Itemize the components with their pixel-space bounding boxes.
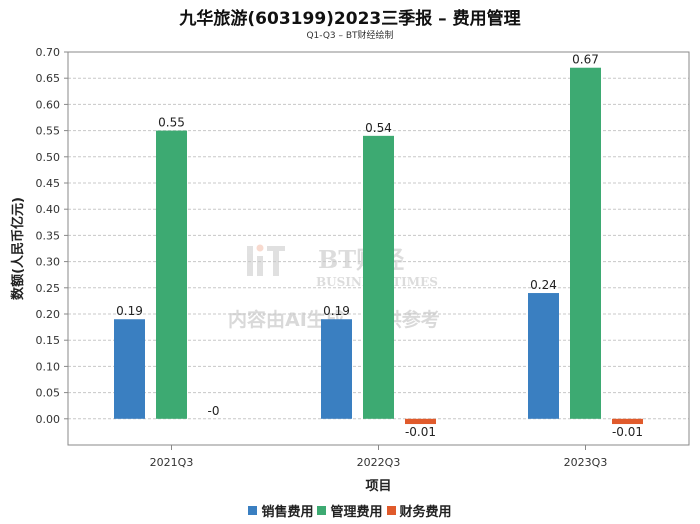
y-tick-label: 0.30 [36,256,61,269]
bar-chart: BT财经 BUSINESS TIMES 内容由AI生成，仅供参考 0.190.5… [10,46,690,494]
bar [321,319,352,419]
y-axis-label: 数额(人民币亿元) [10,197,26,300]
legend-item: 销售费用 [248,501,313,520]
axes: 0.00 0.05 0.10 0.15 0.20 0.25 0.30 0.35 0.40 0.45… [36,46,690,469]
bar [570,67,601,419]
y-tick-label: 0.60 [36,98,61,111]
y-tick-label: 0.20 [36,308,61,321]
bar-value-label: 0.19 [116,304,143,318]
x-tick-label: 2021Q3 [150,456,194,469]
y-tick-label: 0.15 [36,334,61,347]
bars: 0.19 0.55 -0 0.19 0.54 -0.01 0.24 0.67 -0.01 [114,53,643,439]
x-tick-label: 2022Q3 [357,456,401,469]
bar [612,418,643,425]
bar-value-label: 0.54 [365,121,392,135]
bar-value-label: -0.01 [612,425,643,439]
watermark-logo-icon [247,244,285,276]
chart-subtitle: Q1-Q3 – BT财经绘制 [306,31,394,41]
legend-item: 财务费用 [386,501,452,520]
y-tick-label: 0.70 [36,46,61,59]
y-tick-label: 0.45 [36,177,61,190]
y-tick-label: 0.05 [36,387,61,400]
bar-value-label: 0.24 [530,278,557,292]
legend-swatch [317,506,327,515]
bar-value-label: 0.67 [572,53,599,67]
y-tick-label: 0.40 [36,203,61,216]
legend-item: 管理费用 [317,501,383,520]
y-tick-label: 0.35 [36,229,61,242]
chart-title: 九华旅游(603199)2023三季报 – 费用管理 [179,9,521,29]
bar-value-label: -0.01 [405,425,436,439]
bar-value-label: -0 [208,404,220,418]
bar-value-label: 0.55 [158,116,185,130]
y-tick-label: 0.00 [36,413,61,426]
legend-swatch [386,506,396,515]
legend-label: 管理费用 [330,505,383,520]
bar-value-label: 0.19 [323,304,350,318]
legend: 销售费用 管理费用 财务费用 [0,501,700,520]
y-tick-label: 0.65 [36,72,61,85]
bar [405,418,436,425]
legend-label: 财务费用 [399,505,452,520]
y-tick-label: 0.25 [36,282,61,295]
bar [156,130,187,419]
x-tick-label: 2023Q3 [564,456,608,469]
y-tick-label: 0.55 [36,125,61,138]
bar [114,319,145,419]
bar [528,293,559,419]
x-axis-label: 项目 [365,479,391,494]
bar [363,135,394,419]
y-tick-label: 0.50 [36,151,61,164]
y-tick-label: 0.10 [36,360,61,373]
legend-label: 销售费用 [261,505,314,520]
legend-swatch [248,506,258,515]
